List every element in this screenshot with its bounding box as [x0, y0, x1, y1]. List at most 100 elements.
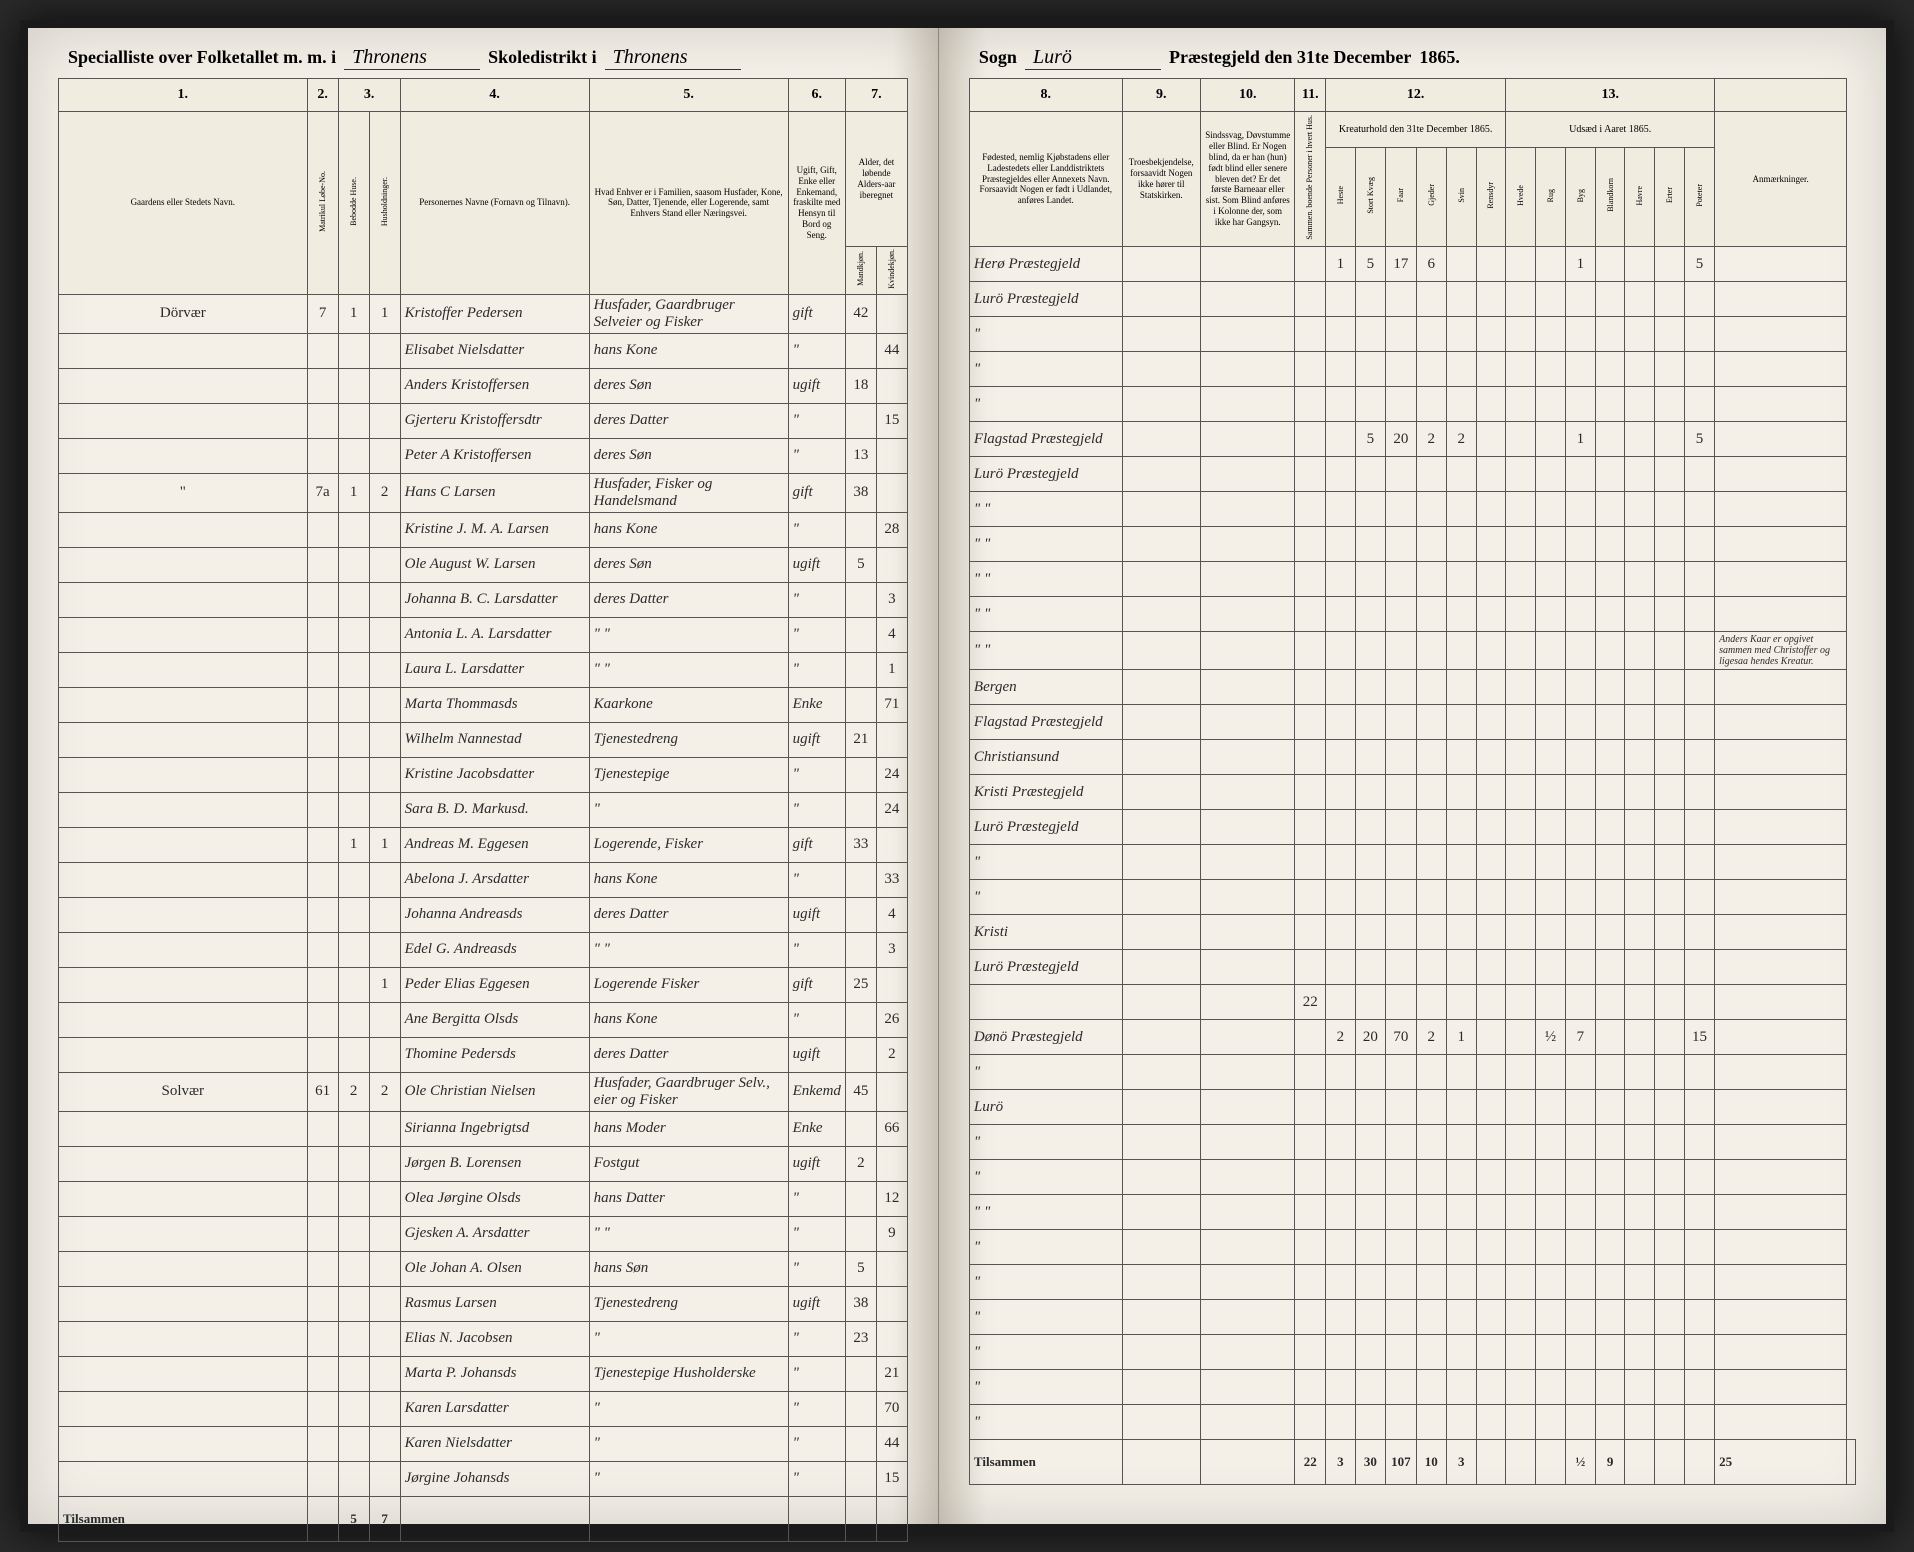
cell — [1201, 985, 1295, 1020]
table-row: Ane Bergitta Olsdshans Kone"26 — [59, 1002, 908, 1037]
cell — [1325, 740, 1355, 775]
cell — [307, 1251, 338, 1286]
cell — [1684, 740, 1714, 775]
cell — [1655, 597, 1685, 632]
cell — [1122, 1195, 1201, 1230]
cell — [1595, 527, 1625, 562]
cell: 1 — [876, 652, 907, 687]
cell — [1565, 352, 1595, 387]
cell — [338, 1146, 369, 1181]
cell: Husfader, Gaardbruger Selveier og Fisker — [589, 294, 788, 333]
cell — [1325, 810, 1355, 845]
cell — [1565, 915, 1595, 950]
table-row: " — [969, 1125, 1855, 1160]
cell — [876, 1251, 907, 1286]
cell — [369, 403, 400, 438]
cell — [1715, 740, 1847, 775]
table-row: " — [969, 1265, 1855, 1300]
cell: Ane Bergitta Olsds — [400, 1002, 589, 1037]
cell — [338, 512, 369, 547]
cell — [1325, 457, 1355, 492]
cell: 15 — [1684, 1020, 1714, 1055]
table-row: 1Peder Elias EggesenLogerende Fiskergift… — [59, 967, 908, 1002]
col5-num: 5. — [589, 79, 788, 112]
cell — [369, 1216, 400, 1251]
cell — [1446, 880, 1476, 915]
cell — [1715, 422, 1847, 457]
cell — [1506, 1300, 1536, 1335]
cell — [1684, 915, 1714, 950]
cell: Andreas M. Eggesen — [400, 827, 589, 862]
cell — [1295, 1335, 1325, 1370]
col3-label: Bebodde Huse. — [338, 112, 369, 295]
col9-num: 9. — [1122, 79, 1201, 112]
cell — [1715, 845, 1847, 880]
cell — [307, 1426, 338, 1461]
cell: 17 — [1385, 247, 1416, 282]
cell: " — [969, 317, 1122, 352]
cell — [1295, 1265, 1325, 1300]
cell: " — [788, 1321, 845, 1356]
cell — [876, 1072, 907, 1111]
footer-cell: Tilsammen — [969, 1440, 1122, 1485]
cell: 15 — [876, 403, 907, 438]
cell: 13 — [845, 438, 876, 473]
cell — [1655, 1020, 1685, 1055]
cell — [1506, 915, 1536, 950]
cell: " — [788, 757, 845, 792]
cell — [1295, 352, 1325, 387]
cell — [1684, 282, 1714, 317]
cell — [1201, 1160, 1295, 1195]
cell — [1325, 317, 1355, 352]
cell: " — [788, 1002, 845, 1037]
table-row: Sirianna Ingebrigtsdhans ModerEnke66 — [59, 1111, 908, 1146]
cell — [338, 1181, 369, 1216]
col4-label: Personernes Navne (Fornavn og Tilnavn). — [400, 112, 589, 295]
cell — [1506, 1370, 1536, 1405]
cell: " — [589, 1321, 788, 1356]
table-row: Lurö Præstegjeld — [969, 810, 1855, 845]
cell — [369, 1286, 400, 1321]
cell — [876, 1286, 907, 1321]
cell — [59, 652, 308, 687]
table-row: Jørgine Johansds""15 — [59, 1461, 908, 1496]
cell — [845, 757, 876, 792]
cell — [1355, 1405, 1385, 1440]
cell: Kristi Præstegjeld — [969, 775, 1122, 810]
cell: 5 — [1355, 422, 1385, 457]
cell — [1535, 527, 1565, 562]
cell: " " — [969, 492, 1122, 527]
cell — [1446, 775, 1476, 810]
cell — [307, 403, 338, 438]
cell — [1565, 985, 1595, 1020]
cell — [1325, 632, 1355, 670]
cell — [1295, 1055, 1325, 1090]
cell — [1595, 1195, 1625, 1230]
cell: " — [969, 845, 1122, 880]
cell — [1446, 1335, 1476, 1370]
cell — [1535, 1160, 1565, 1195]
cell — [59, 1426, 308, 1461]
cell — [1715, 247, 1847, 282]
cell: Karen Nielsdatter — [400, 1426, 589, 1461]
cell — [1325, 915, 1355, 950]
u1: Hvede — [1506, 147, 1536, 246]
cell — [1565, 1230, 1595, 1265]
cell — [59, 403, 308, 438]
cell: Laura L. Larsdatter — [400, 652, 589, 687]
cell — [1295, 705, 1325, 740]
cell: " — [589, 1461, 788, 1496]
header-parish: Thronens — [605, 46, 741, 70]
cell — [1122, 387, 1201, 422]
cell — [1122, 845, 1201, 880]
cell — [1476, 670, 1506, 705]
cell — [1476, 422, 1506, 457]
cell — [1684, 1055, 1714, 1090]
cell — [1385, 317, 1416, 352]
cell: 2 — [1416, 422, 1446, 457]
cell — [1295, 597, 1325, 632]
cell: 38 — [845, 1286, 876, 1321]
table-row: Lurö — [969, 1090, 1855, 1125]
cell: " — [788, 932, 845, 967]
cell — [1506, 740, 1536, 775]
